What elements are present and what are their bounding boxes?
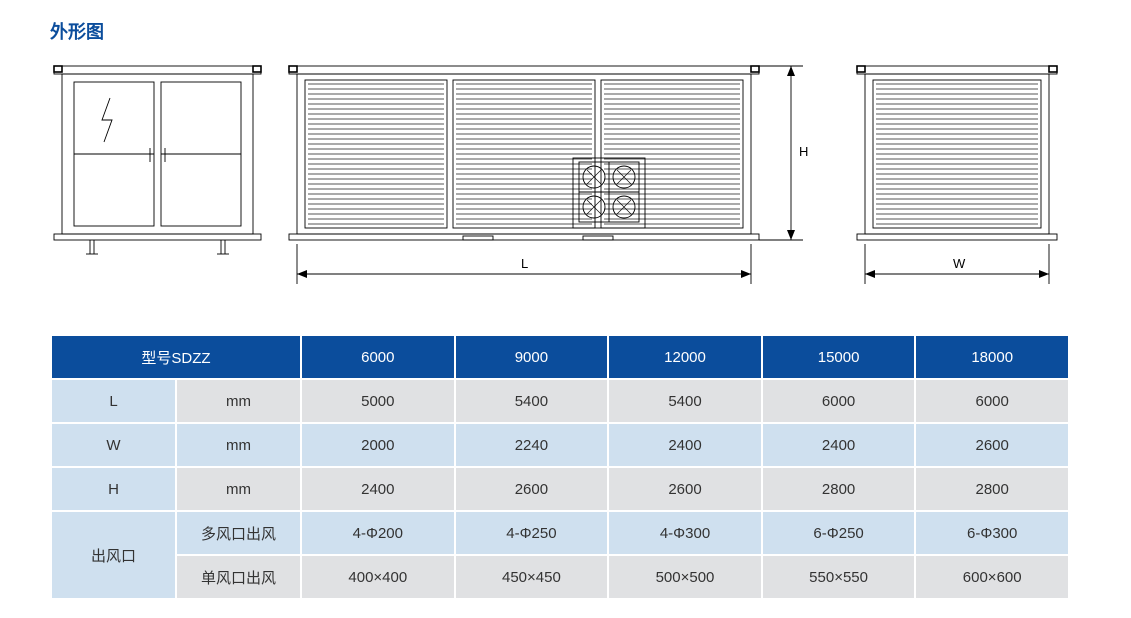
cell: 5400 [608, 379, 762, 423]
cell: 5000 [301, 379, 455, 423]
cell: 4-Φ300 [608, 511, 762, 555]
table-row: 出风口 多风口出风 4-Φ200 4-Φ250 4-Φ300 6-Φ250 6-… [51, 511, 1069, 555]
cell: 2000 [301, 423, 455, 467]
table-row: L mm 5000 5400 5400 6000 6000 [51, 379, 1069, 423]
col-model: 12000 [608, 335, 762, 379]
side-elevation: H L [283, 58, 833, 298]
col-model: 6000 [301, 335, 455, 379]
cell: 2400 [608, 423, 762, 467]
cell: 6000 [915, 379, 1069, 423]
section-title: 外形图 [50, 18, 1081, 44]
table-row: H mm 2400 2600 2600 2800 2800 [51, 467, 1069, 511]
cell: 600×600 [915, 555, 1069, 599]
dim-h-label: H [799, 144, 808, 159]
cell: 400×400 [301, 555, 455, 599]
row-label: H [51, 467, 176, 511]
cell: 2600 [455, 467, 609, 511]
row-unit: 多风口出风 [176, 511, 301, 555]
cell: 550×550 [762, 555, 916, 599]
diagram-row: H L W [50, 58, 1081, 298]
cell: 6-Φ300 [915, 511, 1069, 555]
cell: 4-Φ250 [455, 511, 609, 555]
cell: 2800 [762, 467, 916, 511]
table-row: 单风口出风 400×400 450×450 500×500 550×550 60… [51, 555, 1069, 599]
cell: 2400 [301, 467, 455, 511]
spec-table: 型号SDZZ 6000 9000 12000 15000 18000 L mm … [50, 334, 1070, 600]
cell: 450×450 [455, 555, 609, 599]
dim-w-label: W [953, 256, 966, 271]
outlet-group-label: 出风口 [51, 511, 176, 599]
cell: 2400 [762, 423, 916, 467]
cell: 500×500 [608, 555, 762, 599]
cell: 2600 [608, 467, 762, 511]
row-unit: mm [176, 379, 301, 423]
cell: 2600 [915, 423, 1069, 467]
front-elevation [50, 58, 265, 258]
row-unit: mm [176, 467, 301, 511]
cell: 4-Φ200 [301, 511, 455, 555]
cell: 2800 [915, 467, 1069, 511]
row-label: L [51, 379, 176, 423]
col-model: 9000 [455, 335, 609, 379]
table-header-row: 型号SDZZ 6000 9000 12000 15000 18000 [51, 335, 1069, 379]
dim-l-label: L [521, 256, 528, 271]
cell: 6-Φ250 [762, 511, 916, 555]
end-elevation: W [851, 58, 1081, 298]
cell: 6000 [762, 379, 916, 423]
col-model: 15000 [762, 335, 916, 379]
cell: 2240 [455, 423, 609, 467]
row-unit: mm [176, 423, 301, 467]
row-unit: 单风口出风 [176, 555, 301, 599]
cell: 5400 [455, 379, 609, 423]
table-row: W mm 2000 2240 2400 2400 2600 [51, 423, 1069, 467]
row-label: W [51, 423, 176, 467]
model-header: 型号SDZZ [51, 335, 301, 379]
col-model: 18000 [915, 335, 1069, 379]
